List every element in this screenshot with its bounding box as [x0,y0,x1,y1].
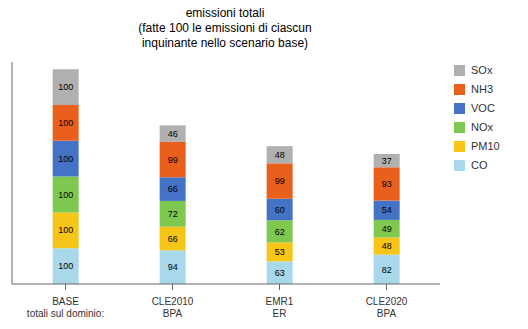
svg-text:100: 100 [58,82,73,92]
svg-text:100: 100 [58,261,73,271]
svg-text:100: 100 [58,118,73,128]
svg-text:66: 66 [168,234,178,244]
html-text:NOx: NOx [471,121,493,133]
svg-text:100: 100 [58,190,73,200]
svg-text:62: 62 [275,227,285,237]
svg-text:82: 82 [382,265,392,275]
svg-text:60: 60 [275,205,285,215]
svg-text:53: 53 [275,247,285,257]
svg-text:BASEtotali sul dominio:: BASEtotali sul dominio: [27,296,104,319]
svg-text:48: 48 [382,241,392,251]
svg-text:49: 49 [382,224,392,234]
svg-text:EMR1ER: EMR1ER [266,296,294,319]
html-text:PM10: PM10 [471,140,500,152]
html-text:emissioni totali (fatte 100 le: emissioni totali (fatte 100 le emissioni… [138,6,312,50]
svg-text:100: 100 [58,225,73,235]
svg-text:66: 66 [168,184,178,194]
html-text:VOC: VOC [471,102,495,114]
svg-text:100: 100 [58,154,73,164]
svg-text:72: 72 [168,209,178,219]
html-text:SOx: SOx [471,64,493,76]
svg-text:93: 93 [382,179,392,189]
html-text:CO: CO [471,159,488,171]
svg-text:CLE2020BPA: CLE2020BPA [366,296,408,319]
svg-text:37: 37 [382,156,392,166]
html-text:NH3: NH3 [471,83,493,95]
svg-text:46: 46 [168,129,178,139]
svg-text:54: 54 [382,205,392,215]
svg-text:99: 99 [168,155,178,165]
svg-text:48: 48 [275,150,285,160]
svg-text:CLE2010BPA: CLE2010BPA [152,296,194,319]
svg-text:63: 63 [275,268,285,278]
svg-text:94: 94 [168,262,178,272]
svg-text:99: 99 [275,176,285,186]
